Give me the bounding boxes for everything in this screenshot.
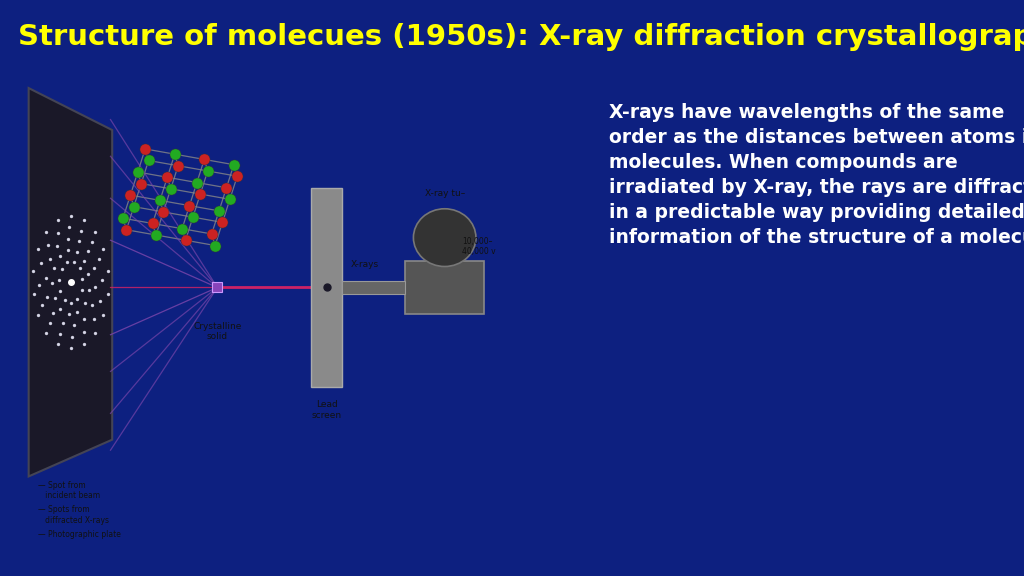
Bar [342, 281, 404, 294]
Bar [404, 262, 484, 314]
Text: X-rays have wavelengths of the same
order as the distances between atoms in
mole: X-rays have wavelengths of the same orde… [609, 103, 1024, 247]
Text: Structure of molecues (1950s): X-ray diffraction crystallography.: Structure of molecues (1950s): X-ray dif… [18, 23, 1024, 51]
Text: — Spot from
   incident beam: — Spot from incident beam [38, 480, 100, 500]
Bar [311, 188, 342, 387]
Polygon shape [29, 88, 113, 476]
Text: — Spots from
   diffracted X-rays: — Spots from diffracted X-rays [38, 505, 110, 525]
Text: Crystalline
solid: Crystalline solid [194, 321, 242, 341]
Text: — Photographic plate: — Photographic plate [38, 530, 121, 539]
Text: Lead
screen: Lead screen [311, 400, 342, 420]
Text: 10,000–
40,000 v: 10,000– 40,000 v [462, 237, 496, 256]
Text: X-ray tu–: X-ray tu– [425, 190, 465, 198]
Text: X-rays: X-rays [351, 260, 379, 269]
Circle shape [414, 209, 476, 267]
